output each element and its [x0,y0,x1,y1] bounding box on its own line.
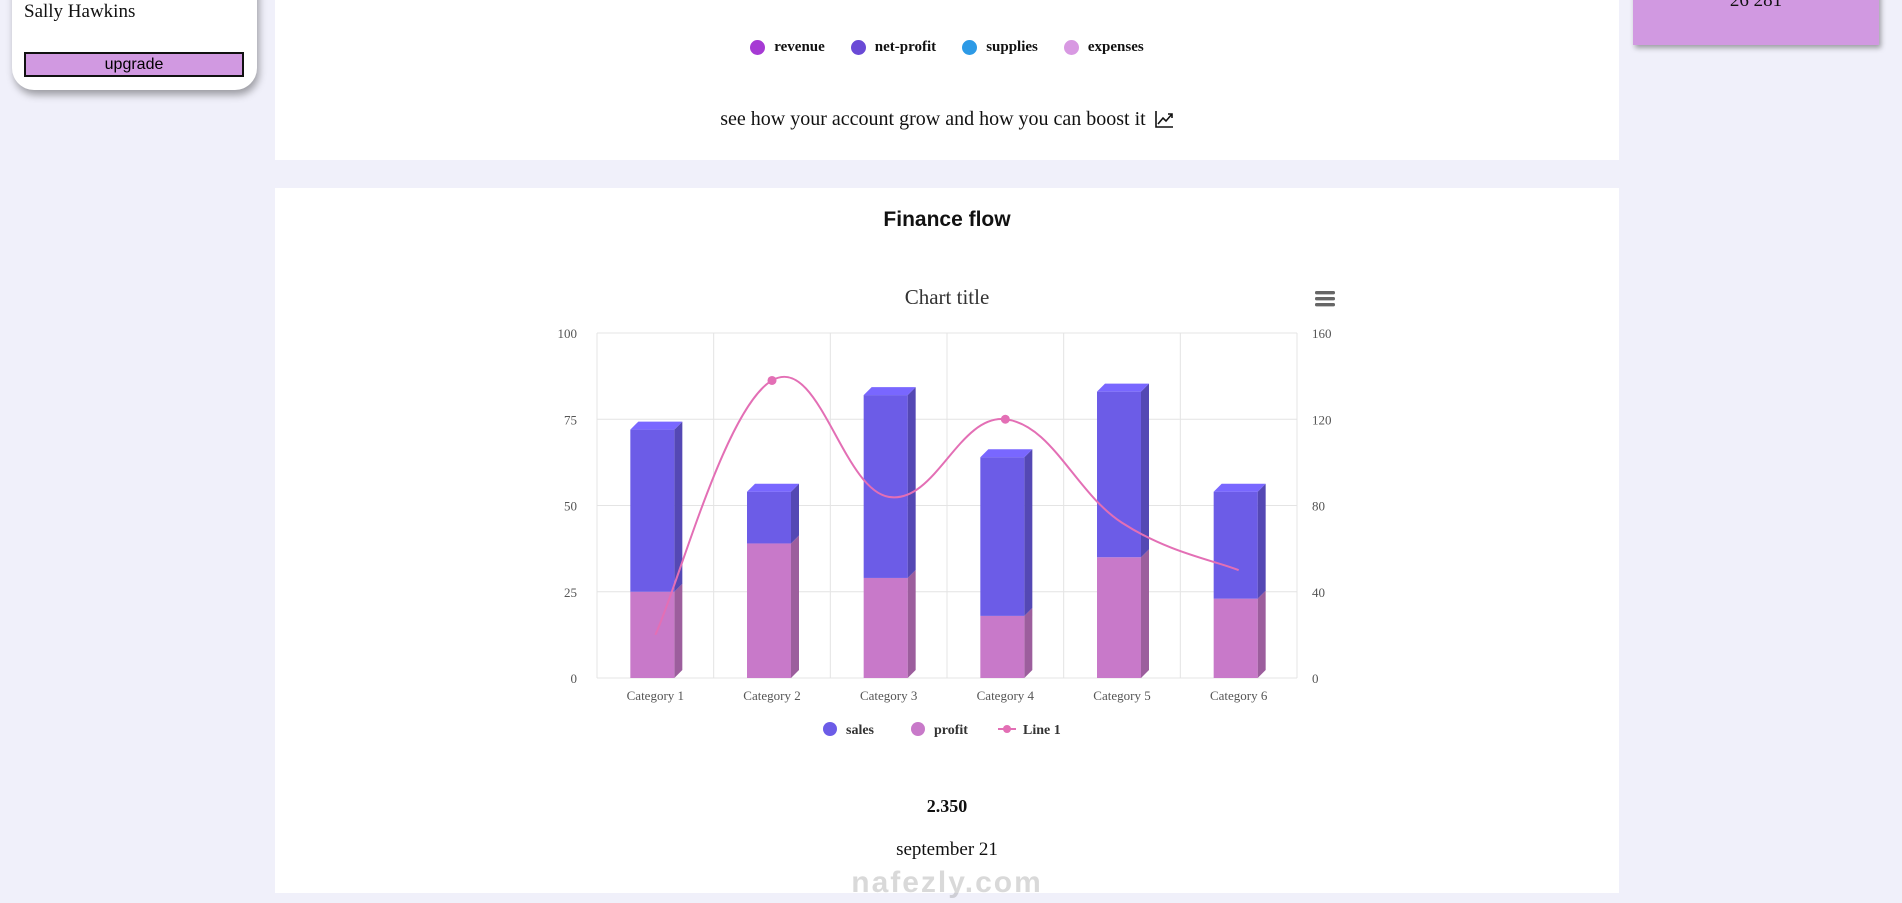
legend-marker [823,722,837,736]
bar-sales [1097,391,1141,558]
watermark: nafezly.com [851,866,1043,899]
finance-flow-panel: Finance flow Chart title 0 25 50 75 100 0 40 80 1… [275,188,1619,899]
bar-profit [747,543,791,678]
bar-sales-side [907,387,916,578]
profile-name: Sally Hawkins [24,1,136,22]
legend-dot [1063,40,1079,55]
legend-marker [1003,725,1011,733]
legend-marker [911,722,925,736]
y2-tick-label: 120 [1312,412,1332,427]
bar-sales-side [791,483,799,544]
bar-sales-side [1257,483,1266,599]
line-series-1 [654,376,1240,636]
legend-item-supplies[interactable]: supplies [962,39,1038,56]
profile-card: Sally Hawkins upgrade [12,0,257,90]
legend-label: revenue [774,39,825,55]
section-title: Finance flow [883,208,1011,231]
bar-profit [980,615,1025,678]
y2-tick-label: 40 [1312,585,1325,600]
legend-item-expenses[interactable]: expenses [1063,39,1144,56]
bar-sales-side [1141,383,1149,558]
legend-item-net-profit[interactable]: net-profit [850,39,937,56]
bar-profit-side [1024,607,1033,678]
bar-profit-side [907,569,916,678]
bar-sales-top [1097,383,1149,392]
y2-tick-label: 80 [1312,499,1325,514]
line-point [1000,414,1010,424]
finance-date: september 21 [896,839,998,860]
y-tick-label: 25 [564,585,577,600]
y-tick-label: 0 [571,671,578,686]
y-tick-label: 75 [564,412,577,427]
bar-sales [630,429,675,592]
x-tick-label: Category 2 [743,688,800,703]
legend-label: net-profit [874,39,937,55]
boost-text-label: see how your account grow and how you ca… [720,107,1146,130]
legend-label: sales [846,723,875,738]
trending-up-icon [1154,111,1173,129]
upgrade-button[interactable]: upgrade [24,52,244,77]
x-tick-label: Category 6 [1210,688,1268,703]
y-tick-label: 100 [558,326,578,341]
bar-sales-top [747,483,799,492]
x-tick-label: Category 4 [977,688,1035,703]
bar-sales-side [674,421,683,592]
legend-label: Line 1 [1023,723,1061,738]
bar-sales [1213,491,1258,599]
stat-value: 26 281 [1729,0,1783,11]
bar-profit [1213,598,1258,678]
bar-sales [747,491,791,544]
legend-label: expenses [1087,39,1144,55]
x-tick-label: Category 3 [860,688,917,703]
legend-dot [850,40,866,55]
finance-value: 2.350 [926,796,968,816]
legend-dot [962,40,978,55]
bar-sales-top [630,421,683,430]
line-point [767,375,777,385]
chart-menu-icon-bar [1315,291,1335,295]
legend-label: profit [934,723,968,738]
bar-profit [863,577,908,678]
legend-dot [750,40,766,55]
bar-profit-side [674,583,683,678]
bar-profit [1097,557,1141,678]
chart-menu-icon-bar [1315,297,1335,301]
finance-chart: Chart title 0 25 50 75 100 0 40 80 120 160 Category… [558,285,1335,738]
stat-card: 26 281 [1633,0,1879,45]
bar-sales-top [1213,483,1266,492]
bar-sales-top [863,387,916,396]
chart-menu-icon-bar [1315,303,1335,307]
y-tick-label: 50 [564,499,577,514]
bar-profit-side [1141,549,1149,678]
y2-tick-label: 160 [1312,326,1332,341]
x-tick-label: Category 5 [1093,688,1150,703]
chart-title: Chart title [905,285,990,309]
bar-sales-side [1024,449,1033,616]
y2-tick-label: 0 [1312,671,1319,686]
legend-label: supplies [986,39,1038,55]
bar-profit-side [791,535,799,678]
account-growth-panel: revenue net-profit supplies expenses see… [275,0,1619,160]
bar-profit-side [1257,590,1266,678]
bar-sales [980,457,1025,616]
boost-text: see how your account grow and how you ca… [275,107,1619,131]
legend-item-revenue[interactable]: revenue [750,39,825,56]
bar-sales-top [980,449,1033,458]
x-tick-label: Category 1 [627,688,684,703]
account-legend: revenue net-profit supplies expenses [275,39,1619,56]
